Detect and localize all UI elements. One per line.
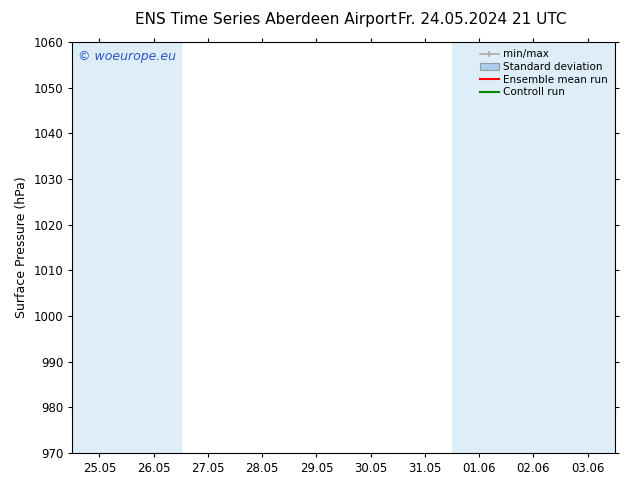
Bar bbox=[507, 42, 560, 453]
Text: ENS Time Series Aberdeen Airport: ENS Time Series Aberdeen Airport bbox=[136, 12, 397, 27]
Bar bbox=[560, 42, 615, 453]
Text: Fr. 24.05.2024 21 UTC: Fr. 24.05.2024 21 UTC bbox=[398, 12, 566, 27]
Text: © woeurope.eu: © woeurope.eu bbox=[78, 50, 176, 63]
Bar bbox=[452, 42, 507, 453]
Bar bbox=[127, 42, 181, 453]
Y-axis label: Surface Pressure (hPa): Surface Pressure (hPa) bbox=[15, 176, 28, 318]
Legend: min/max, Standard deviation, Ensemble mean run, Controll run: min/max, Standard deviation, Ensemble me… bbox=[478, 47, 610, 99]
Bar bbox=[72, 42, 127, 453]
